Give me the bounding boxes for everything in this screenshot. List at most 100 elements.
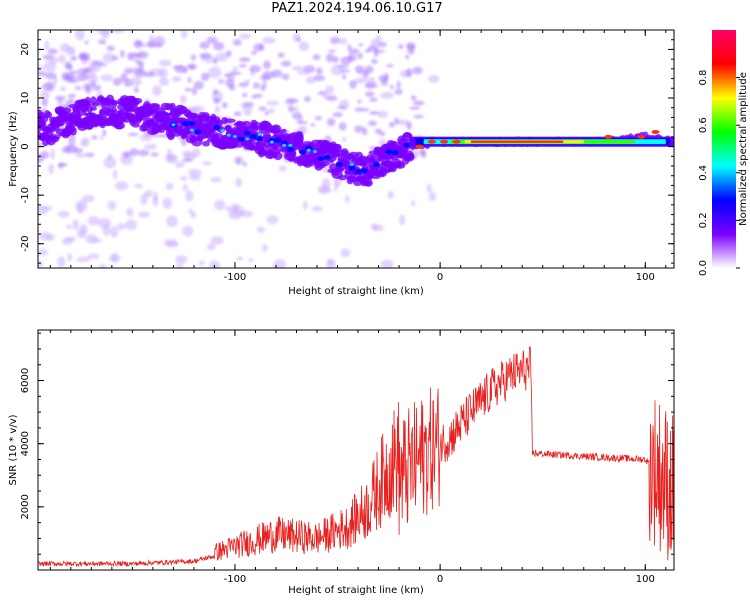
spectrogram-ridge-blob (250, 121, 262, 130)
spectrogram-peak-blob (360, 168, 368, 174)
spectrogram-noise-blob (405, 68, 413, 78)
spectrogram-noise-blob (413, 114, 424, 119)
spectrogram-noise-blob (358, 42, 363, 47)
spectrogram-ridge-blob (296, 133, 304, 144)
spectrogram-noise-blob (102, 129, 107, 137)
spectrogram-noise-blob (114, 181, 129, 191)
spectrogram-xtick-label: -100 (224, 272, 247, 283)
spectrogram-noise-blob (42, 54, 54, 60)
spectrogram-noise-blob (428, 75, 440, 83)
spectrogram-noise-blob (182, 184, 188, 191)
spectrogram-noise-blob (40, 90, 50, 100)
spectrogram-noise-blob (166, 215, 178, 228)
spectrogram-noise-blob (410, 200, 416, 207)
spectrogram-noise-blob (377, 110, 389, 119)
colorbar: 0.0 0.2 0.4 0.6 0.8 Normalized spectral ampl… (698, 30, 749, 276)
spectrogram-peak-blob (182, 121, 190, 127)
snr-xtick-label: 0 (437, 574, 443, 585)
spectrogram-noise-blob (120, 153, 133, 165)
spectrogram-noise-blob (152, 85, 162, 97)
spectrogram-ylabel: Frequency (Hz) (8, 111, 19, 187)
spectrogram-noise-blob (360, 107, 370, 112)
spectrogram-noise-blob (336, 105, 347, 110)
spectrogram-noise-blob (184, 87, 193, 92)
spectrogram-noise-blob (277, 52, 285, 58)
colorbar-tick-label: 0.2 (698, 212, 709, 228)
spectrogram-noise-blob (144, 143, 157, 150)
spectrogram-noise-blob (38, 65, 46, 71)
spectrogram-noise-blob (394, 88, 403, 95)
spectrogram-peak-blob (391, 150, 399, 156)
spectrogram-noise-blob (214, 106, 221, 114)
spectrogram-peak-blob (305, 145, 313, 151)
spectrogram-noise-blob (428, 191, 437, 202)
spectrogram-ridge-blob (133, 97, 143, 104)
spectrogram-noise-blob (112, 252, 117, 263)
spectrogram-peak-blob (256, 136, 264, 142)
spectrogram-peak-blob (226, 133, 231, 137)
spectrogram-noise-blob (47, 48, 58, 55)
spectrogram-noise-blob (396, 80, 401, 89)
spectrogram-noise-blob (420, 148, 426, 157)
spectrogram-noise-blob (255, 93, 263, 98)
spectrogram-noise-blob (354, 107, 363, 112)
spectrogram-ytick-label: 0 (20, 143, 31, 149)
spectrogram-ridge-blob (280, 128, 287, 133)
spectrogram-noise-blob (87, 253, 100, 260)
spectrogram-noise-blob (330, 36, 340, 45)
spectrogram-noise-blob (235, 177, 242, 188)
spectrogram-peak-blob (336, 162, 344, 168)
spectrogram-noise-blob (406, 44, 416, 50)
spectrogram-ridge-blob (273, 152, 283, 161)
spectrogram-ridge-blob (202, 140, 210, 147)
spectrogram-hotspot (637, 134, 646, 139)
snr-ylabel: SNR (10 * v/v) (8, 414, 19, 485)
spectrogram-frame (37, 29, 675, 269)
spectrogram-peak-blob (220, 129, 225, 133)
spectrogram-noise-blob (367, 45, 379, 52)
spectrogram-noise-blob (341, 137, 347, 142)
spectrogram-noise-blob (238, 64, 247, 68)
spectrogram-noise-blob (76, 73, 88, 82)
spectrogram-marks (38, 30, 674, 268)
snr-xtick-label: 100 (636, 574, 655, 585)
spectrogram-noise-blob (258, 106, 267, 112)
spectrogram-noise-blob (67, 253, 73, 262)
spectrogram-noise-blob (112, 169, 118, 180)
spectrogram-ridge-blob (224, 118, 236, 123)
spectrogram-peak-blob (194, 129, 202, 135)
snr-series-line (37, 345, 675, 568)
spectrogram-noise-blob (317, 91, 328, 96)
spectrogram-noise-blob (398, 214, 406, 226)
spectrogram-ridge-blob (46, 111, 53, 119)
spectrogram-noise-blob (326, 117, 336, 127)
colorbar-tick-label: 0.4 (698, 165, 709, 181)
spectrogram-noise-blob (180, 175, 188, 181)
spectrogram-noise-blob (74, 86, 82, 90)
spectrogram-noise-blob (199, 41, 210, 50)
spectrogram-noise-blob (41, 98, 49, 107)
spectrogram-noise-blob (130, 53, 143, 58)
spectrogram-noise-blob (389, 84, 395, 90)
spectrogram-hotspot (604, 134, 613, 139)
spectrogram-noise-blob (236, 256, 244, 261)
spectrogram-peak-blob (373, 162, 381, 168)
spectrogram-peak-blob (269, 140, 274, 144)
spectrogram-noise-blob (57, 210, 70, 218)
spectrogram-noise-blob (38, 260, 44, 268)
spectrogram-noise-blob (133, 183, 143, 189)
spectrogram-noise-blob (186, 63, 198, 70)
spectrogram-noise-blob (190, 54, 197, 61)
spectrogram-noise-blob (164, 239, 178, 246)
spectrogram-noise-blob (225, 205, 239, 212)
spectrogram-noise-blob (375, 35, 382, 44)
colorbar-label: Normalized spectral amplitude (738, 72, 749, 226)
spectrogram-peak-blob (306, 148, 311, 152)
spectrogram-noise-blob (116, 223, 126, 230)
spectrogram-peak-blob (354, 169, 362, 175)
spectrogram-noise-blob (251, 50, 258, 55)
spectrogram-ridge-blob (364, 178, 373, 187)
spectrogram-ridge-blob (115, 124, 123, 130)
spectrogram-peak-blob (323, 154, 331, 160)
